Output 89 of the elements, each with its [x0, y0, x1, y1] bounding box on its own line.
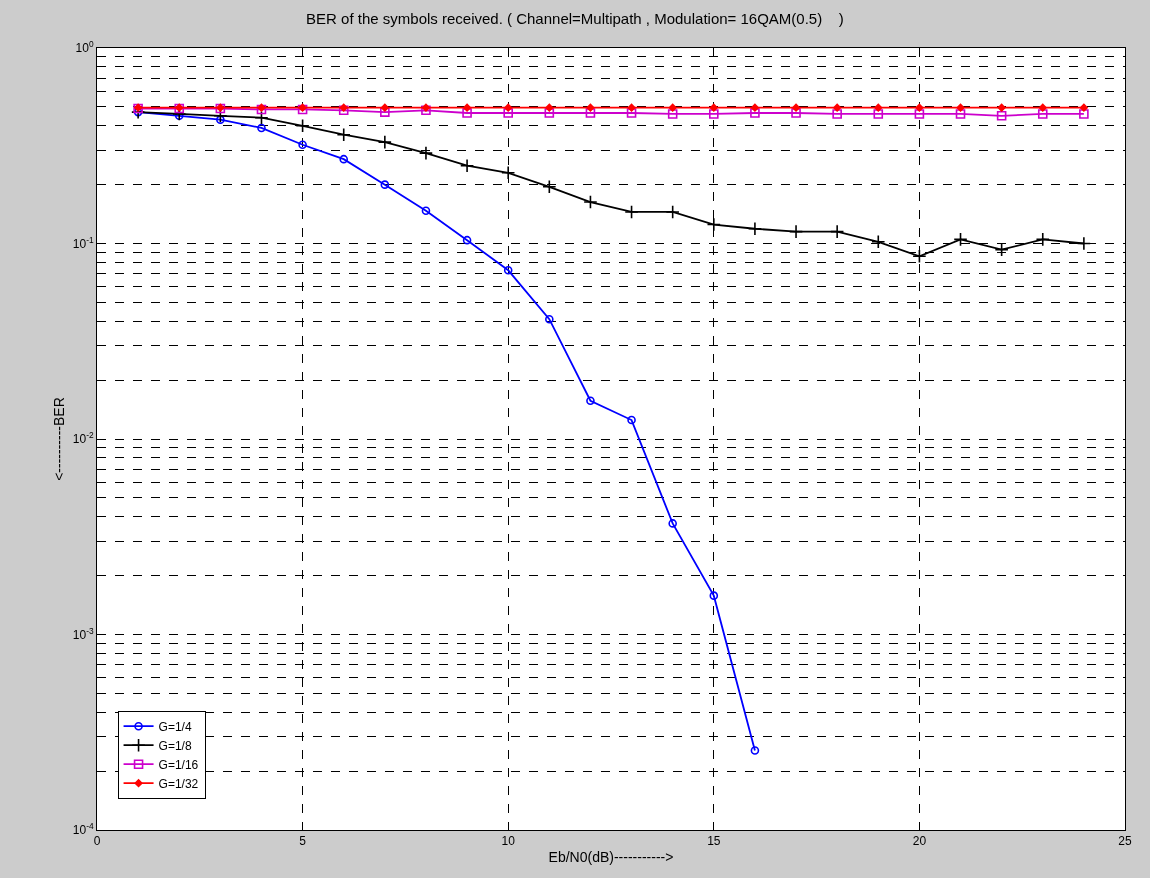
point: [1076, 236, 1091, 251]
point: [254, 110, 269, 125]
x-tick-label: 10: [501, 834, 516, 849]
y-tick-label: 10$^{0}$: [75, 39, 94, 56]
point: [1079, 103, 1088, 112]
x-tick-label: 5: [299, 834, 307, 849]
point: [1035, 232, 1050, 247]
x-axis-title: Eb/N0(dB)----------->: [548, 848, 674, 865]
point: [377, 135, 392, 150]
point: [380, 107, 390, 117]
point: [421, 206, 431, 216]
point: [257, 123, 266, 133]
point: [955, 109, 966, 119]
point: [421, 103, 431, 112]
point: [750, 746, 760, 755]
point: [953, 232, 968, 247]
legend-label: G=1/4: [158, 719, 192, 734]
legend-label: G=1/16: [158, 757, 199, 772]
point: [336, 127, 351, 142]
point: [665, 204, 680, 220]
point: [667, 109, 678, 119]
point: [463, 103, 472, 112]
x-tick-label: 25: [1118, 834, 1132, 849]
point: [747, 221, 763, 236]
point: [627, 103, 636, 112]
point: [912, 249, 927, 264]
x-tick-label: 0: [93, 834, 101, 849]
point: [791, 103, 801, 112]
point: [709, 109, 719, 119]
point: [462, 108, 472, 118]
point: [586, 396, 595, 405]
point: [503, 265, 513, 275]
legend-label: G=1/32: [158, 776, 199, 791]
point: [871, 234, 886, 249]
point: [994, 242, 1009, 257]
point: [298, 140, 307, 150]
point: [668, 103, 677, 112]
point: [380, 180, 390, 189]
point: [295, 118, 310, 133]
point: [750, 103, 759, 112]
x-tick-label: 20: [912, 834, 927, 849]
point: [624, 204, 639, 220]
point: [956, 103, 965, 112]
point: [1038, 103, 1047, 112]
point: [542, 179, 557, 194]
point: [709, 103, 718, 112]
y-axis-title: <----------BER: [51, 397, 68, 481]
y-tick-label: 10$^{-1}$: [72, 234, 94, 251]
legend-label: G=1/8: [158, 738, 192, 753]
point: [830, 224, 845, 239]
point: [216, 115, 225, 124]
point: [503, 108, 513, 118]
point: [418, 146, 434, 161]
point: [586, 103, 595, 112]
y-tick-label: 10$^{-4}$: [72, 821, 94, 838]
point: [791, 108, 801, 118]
point: [583, 194, 598, 210]
point: [339, 103, 348, 112]
point: [585, 108, 596, 118]
point: [1079, 109, 1089, 119]
point: [380, 103, 389, 112]
point: [339, 154, 349, 164]
point: [706, 217, 721, 232]
y-tick-label: 10$^{-2}$: [72, 430, 94, 447]
point: [709, 591, 719, 600]
point: [832, 109, 842, 119]
point: [459, 158, 475, 173]
point: [626, 108, 637, 118]
point: [750, 108, 760, 118]
point: [873, 109, 884, 119]
y-tick-label: 10$^{-3}$: [72, 625, 94, 642]
point: [788, 224, 804, 239]
point: [501, 165, 516, 180]
point: [544, 108, 555, 118]
point: [1037, 109, 1048, 119]
point: [833, 103, 842, 112]
point: [997, 103, 1006, 112]
point: [915, 103, 924, 112]
point: [996, 111, 1007, 121]
point: [545, 314, 554, 324]
point: [627, 415, 636, 425]
chart-title: BER of the symbols received. ( Channel=Multipath , Modulation= 16QAM(0.5) ): [306, 9, 844, 27]
point: [462, 235, 472, 245]
point: [504, 103, 513, 112]
point: [545, 103, 554, 112]
point: [874, 103, 883, 112]
point: [668, 519, 677, 528]
x-tick-label: 15: [707, 834, 721, 849]
point: [914, 109, 925, 119]
